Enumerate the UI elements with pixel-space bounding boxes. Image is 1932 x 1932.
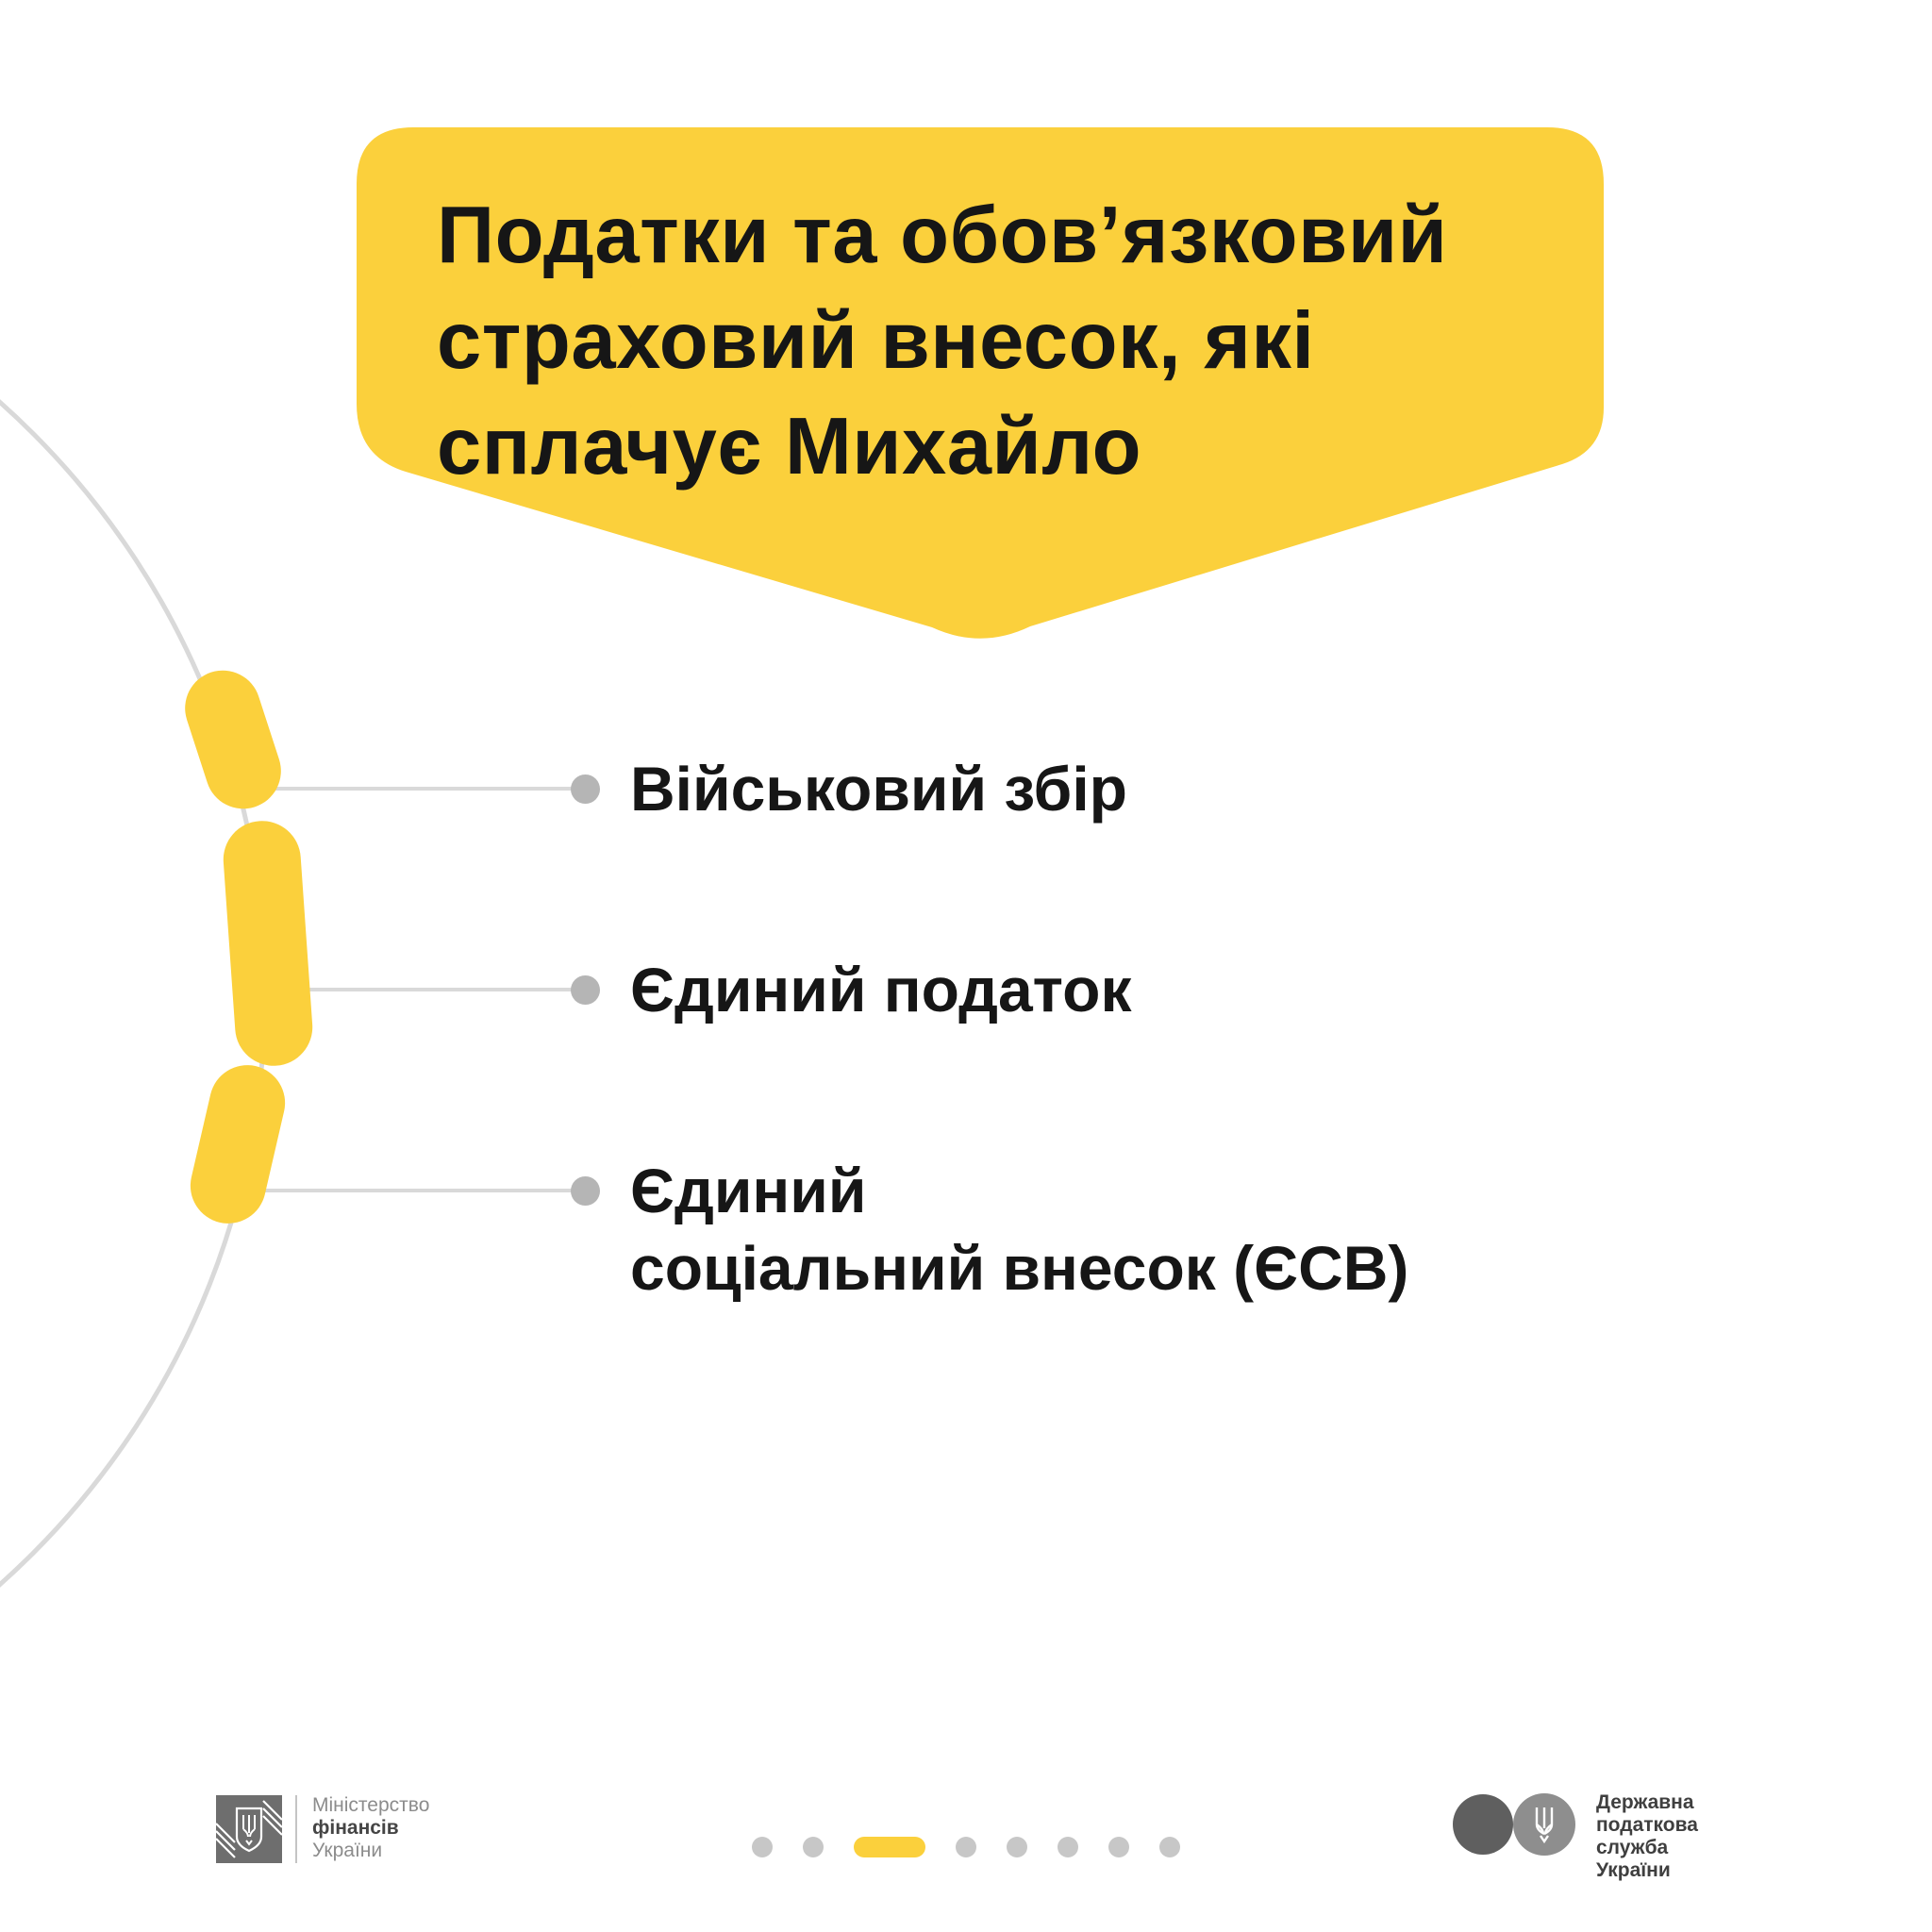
pagination-dot[interactable] bbox=[1159, 1837, 1180, 1857]
list-item-line: Єдиний bbox=[630, 1156, 867, 1225]
logo-stripes-left bbox=[216, 1823, 236, 1858]
bullet-dot bbox=[571, 975, 600, 1005]
bullet-dot bbox=[571, 774, 600, 804]
minfin-label-line: України bbox=[312, 1840, 383, 1861]
pagination-dots bbox=[752, 1837, 1180, 1857]
pagination-dot[interactable] bbox=[752, 1837, 773, 1857]
dps-circle-light bbox=[1513, 1793, 1575, 1856]
page-title-line: сплачує Михайло bbox=[437, 402, 1142, 491]
footer-divider bbox=[295, 1795, 297, 1863]
list-item-label: Військовий збір bbox=[630, 750, 1127, 827]
arc-pill-1 bbox=[185, 670, 281, 809]
dps-label-line: податкова bbox=[1596, 1814, 1698, 1836]
page-title: Податки та обов’язковий страховий внесок… bbox=[437, 183, 1447, 500]
pagination-dot[interactable] bbox=[1058, 1837, 1078, 1857]
trident-icon bbox=[1535, 1807, 1554, 1844]
dps-label-line: Державна bbox=[1596, 1791, 1694, 1813]
minfin-label-line: Міністерство bbox=[312, 1794, 430, 1816]
page-title-line: Податки та обов’язковий bbox=[437, 191, 1448, 280]
pagination-dot[interactable] bbox=[803, 1837, 824, 1857]
minfin-logo bbox=[216, 1795, 282, 1863]
pagination-dot[interactable] bbox=[1108, 1837, 1129, 1857]
arc-pill-2 bbox=[223, 821, 313, 1066]
dps-circle-dark bbox=[1453, 1794, 1513, 1855]
list-item-line: соціальний внесок (ЄСВ) bbox=[630, 1233, 1409, 1303]
list-item-line: Військовий збір bbox=[630, 754, 1127, 824]
arc-pill-3 bbox=[190, 1065, 286, 1224]
list-item-label: Єдиний соціальний внесок (ЄСВ) bbox=[630, 1152, 1408, 1307]
pagination-dot[interactable] bbox=[1007, 1837, 1027, 1857]
list-item-label: Єдиний податок bbox=[630, 951, 1131, 1028]
shield-icon bbox=[235, 1807, 263, 1853]
page-title-line: страховий внесок, які bbox=[437, 296, 1315, 386]
minfin-label: Міністерство фінансів України bbox=[312, 1794, 429, 1862]
bullet-dot bbox=[571, 1176, 600, 1206]
dps-label: Державна податкова служба України bbox=[1596, 1791, 1698, 1882]
list-item-line: Єдиний податок bbox=[630, 955, 1132, 1024]
timeline-arc bbox=[0, 399, 268, 1588]
dps-label-line: служба України bbox=[1596, 1837, 1671, 1881]
trident-icon bbox=[242, 1815, 256, 1846]
minfin-label-line: фінансів bbox=[312, 1817, 399, 1839]
logo-stripes-right bbox=[262, 1800, 282, 1836]
pagination-dot-active[interactable] bbox=[854, 1837, 925, 1857]
pagination-dot[interactable] bbox=[956, 1837, 976, 1857]
title-banner-shape bbox=[357, 127, 1604, 639]
